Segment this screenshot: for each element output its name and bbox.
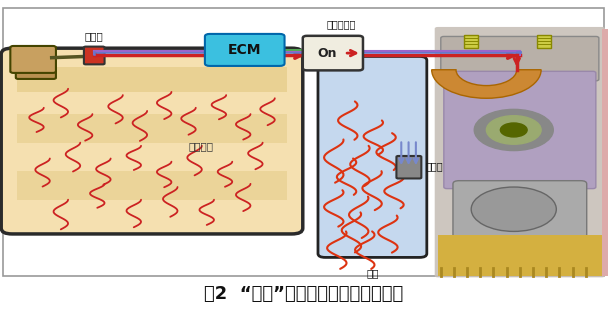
FancyBboxPatch shape [453, 181, 587, 238]
FancyBboxPatch shape [441, 36, 599, 81]
Text: 燃油蒸汽: 燃油蒸汽 [188, 141, 213, 151]
FancyBboxPatch shape [205, 34, 285, 66]
Circle shape [500, 123, 527, 137]
Text: 安全阀: 安全阀 [85, 31, 103, 41]
Bar [17, 171, 287, 200]
FancyBboxPatch shape [303, 36, 363, 70]
FancyBboxPatch shape [16, 56, 56, 79]
Circle shape [474, 109, 553, 151]
Bar [17, 143, 287, 171]
Bar [17, 200, 287, 228]
Wedge shape [432, 70, 541, 98]
FancyBboxPatch shape [435, 27, 605, 277]
FancyBboxPatch shape [1, 48, 303, 234]
Bar [464, 35, 478, 48]
FancyBboxPatch shape [444, 71, 596, 189]
Bar [537, 35, 551, 48]
Text: On: On [317, 47, 336, 60]
Bar [438, 235, 602, 276]
Bar [17, 114, 287, 143]
Text: 炭罐电磁鄀: 炭罐电磁鄀 [326, 19, 356, 29]
Wedge shape [471, 187, 556, 231]
Text: 通气口: 通气口 [426, 161, 443, 171]
Circle shape [486, 116, 541, 144]
Text: 炭罐: 炭罐 [367, 268, 379, 278]
Bar [602, 29, 608, 276]
Text: 图2  “吹洗”炭罐中燃油蒸汽的原理图: 图2 “吹洗”炭罐中燃油蒸汽的原理图 [204, 285, 404, 303]
Bar [17, 67, 287, 92]
FancyBboxPatch shape [318, 56, 427, 257]
FancyBboxPatch shape [84, 47, 105, 64]
Bar [17, 92, 287, 114]
Text: ECM: ECM [228, 43, 261, 57]
FancyBboxPatch shape [10, 46, 56, 73]
FancyBboxPatch shape [3, 8, 604, 276]
FancyBboxPatch shape [396, 156, 421, 178]
